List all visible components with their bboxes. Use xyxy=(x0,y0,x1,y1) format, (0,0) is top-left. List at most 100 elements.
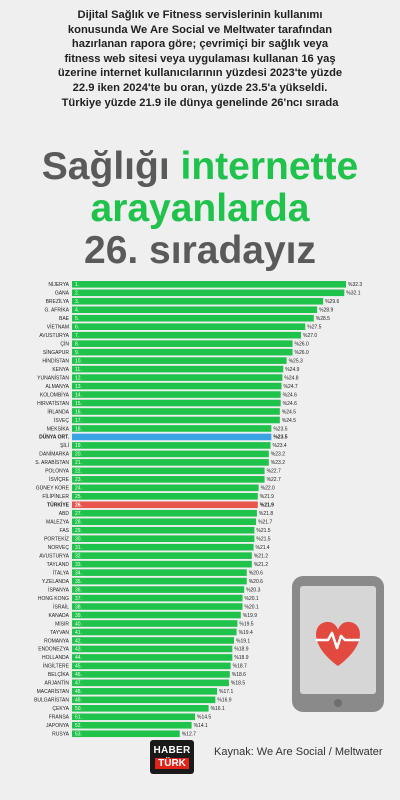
rank-label: 34. xyxy=(75,570,82,576)
country-label: MALEZYA xyxy=(46,520,70,526)
value-label: %24.6 xyxy=(283,401,297,407)
headline: Sağlığı internette arayanlarda 26. sırad… xyxy=(0,146,400,272)
country-label: RUSYA xyxy=(52,732,70,738)
value-label: %17.1 xyxy=(219,689,233,695)
value-label: %21.5 xyxy=(256,537,270,543)
country-label: HIRVATİSTAN xyxy=(37,400,69,407)
bar xyxy=(72,340,293,347)
rank-label: 9. xyxy=(75,350,79,356)
bar xyxy=(72,518,257,526)
bar xyxy=(72,611,241,619)
rank-label: 41. xyxy=(75,630,82,636)
rank-label: 23. xyxy=(75,477,82,483)
value-label: %22.0 xyxy=(261,486,275,492)
headline-line-3: 26. sıradayız xyxy=(84,229,316,272)
value-label: %21.9 xyxy=(260,494,274,500)
intro-line: Dijital Sağlık ve Fitness servislerinin … xyxy=(77,9,323,21)
headline-gray-text: Sağlığı xyxy=(41,145,181,188)
rank-label: 8. xyxy=(75,341,79,347)
rank-label: 51. xyxy=(75,715,82,721)
intro-line: 22.9 iken 2024'te bu oran, yüzde 23.5'a … xyxy=(72,81,328,94)
rank-label: 18. xyxy=(75,426,82,432)
rank-label: 15. xyxy=(75,401,82,407)
bar xyxy=(72,297,324,305)
rank-label: 31. xyxy=(75,545,82,551)
rank-label: 27. xyxy=(75,511,82,517)
country-label: NİJERYA xyxy=(48,281,69,288)
rank-label: 25. xyxy=(75,494,82,500)
country-label: ALMANYA xyxy=(45,384,69,390)
rank-label: 46. xyxy=(75,672,82,678)
rank-label: 24. xyxy=(75,486,82,492)
bar xyxy=(72,721,192,729)
rank-label: 20. xyxy=(75,452,82,458)
bar xyxy=(72,391,281,398)
rank-label: 45. xyxy=(75,664,82,670)
bar xyxy=(72,382,282,390)
country-label: HOLLANDA xyxy=(42,655,70,661)
value-label: %23.5 xyxy=(273,435,287,441)
bar xyxy=(72,645,233,653)
rank-label: 32. xyxy=(75,553,82,559)
country-label: MACARİSTAN xyxy=(37,688,70,695)
rank-label: 21. xyxy=(75,460,82,466)
rank-label: 39. xyxy=(75,613,82,619)
country-label: HONG KONG xyxy=(38,596,69,602)
value-label: %25.3 xyxy=(289,358,303,364)
bar xyxy=(72,586,245,593)
value-label: %24.8 xyxy=(284,375,298,381)
value-label: %22.7 xyxy=(267,469,281,475)
value-label: %20.6 xyxy=(249,579,263,585)
value-label: %27.5 xyxy=(307,325,321,331)
bar xyxy=(72,628,237,636)
value-label: %24.6 xyxy=(283,392,297,398)
country-label: AVUSTURYA xyxy=(39,553,69,559)
country-label: ENDONEZYA xyxy=(38,647,69,653)
value-label: %21.2 xyxy=(254,553,268,559)
bar xyxy=(72,493,258,500)
country-label: DANİMARKA xyxy=(39,451,69,458)
value-label: %26.0 xyxy=(295,350,309,356)
country-label: S. ARABİSTAN xyxy=(35,459,69,466)
value-label: %24.5 xyxy=(282,418,296,424)
bar xyxy=(72,688,218,695)
value-label: %26.0 xyxy=(295,341,309,347)
rank-label: 42. xyxy=(75,638,82,644)
country-label: İSRAİL xyxy=(53,603,69,610)
country-label: FAS xyxy=(60,528,70,534)
bar xyxy=(72,509,257,517)
value-label: %21.2 xyxy=(254,562,268,568)
rank-label: 30. xyxy=(75,537,82,543)
rank-label: 48. xyxy=(75,689,82,695)
country-label: PORTEKİZ xyxy=(44,536,69,543)
bar xyxy=(72,399,281,407)
bar xyxy=(72,713,196,721)
country-label: YUNANİSTAN xyxy=(37,374,69,381)
country-label: MEKSİKA xyxy=(47,425,70,432)
country-label: Y.ZELANDA xyxy=(42,579,70,585)
bar xyxy=(72,569,247,576)
country-label: ÇİN xyxy=(60,340,69,347)
bar xyxy=(72,577,247,585)
rank-label: 35. xyxy=(75,579,82,585)
headline-line-1: Sağlığı internette xyxy=(0,146,400,188)
rank-label: 28. xyxy=(75,520,82,526)
value-label: %18.9 xyxy=(234,647,248,653)
bar xyxy=(72,306,318,314)
country-label: İTALYA xyxy=(53,569,70,576)
headline-green-text: internette xyxy=(180,145,359,188)
country-label: ROMANYA xyxy=(44,638,70,644)
value-label: %23.4 xyxy=(273,443,287,449)
country-label: NORVEÇ xyxy=(48,545,70,551)
country-label: AVUSTURYA xyxy=(39,333,69,339)
bar xyxy=(72,476,265,483)
bar xyxy=(72,637,235,644)
value-label: %20.6 xyxy=(249,570,263,576)
rank-label: 2. xyxy=(75,291,79,297)
logo-bottom: TÜRK xyxy=(155,758,189,769)
bar xyxy=(72,560,252,568)
rank-label: 26. xyxy=(75,503,83,509)
rank-label: 37. xyxy=(75,596,82,602)
bar xyxy=(72,620,238,627)
bar xyxy=(72,365,284,373)
